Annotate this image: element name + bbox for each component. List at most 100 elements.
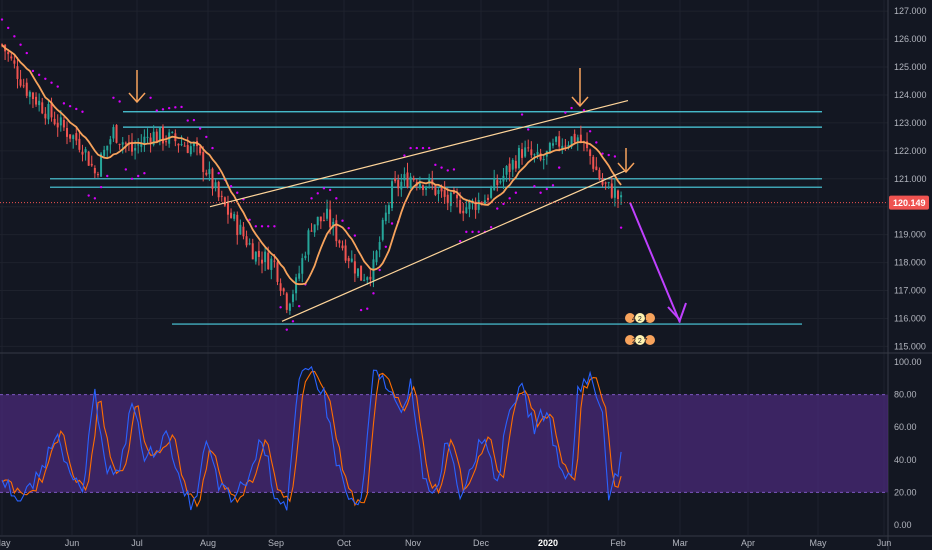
channel-upper-line[interactable] (209, 99, 629, 208)
sar-dot (347, 226, 350, 230)
badge-icon[interactable] (645, 313, 655, 323)
sar-dot (211, 146, 214, 150)
sar-dot (551, 184, 555, 187)
time-tick-label: 2020 (538, 538, 558, 548)
candle-body (239, 224, 242, 235)
price-tick-label: 125.000 (894, 62, 927, 72)
candle-body (440, 188, 443, 192)
sar-dot (106, 174, 109, 178)
sar-dot (471, 230, 474, 234)
candle-body (514, 160, 517, 169)
candle-body (434, 184, 437, 195)
oscillator-tick-label: 100.00 (894, 357, 922, 367)
sar-dot (124, 168, 128, 171)
candle-body (499, 181, 502, 183)
candle-body (567, 144, 570, 148)
candle-body (465, 207, 468, 214)
annotation-arrows[interactable] (128, 68, 687, 324)
candle-body (589, 149, 592, 157)
sar-dot (520, 113, 524, 116)
sar-dot (37, 73, 41, 77)
candle-body (171, 131, 174, 133)
candle-body (192, 143, 195, 147)
candle-body (391, 181, 394, 208)
sar-dot (341, 219, 344, 222)
price-axis[interactable]: 127.000 126.000 125.000 124.000 123.000 122.0… (894, 6, 927, 530)
rising-wedge-channel[interactable] (209, 99, 629, 322)
moving-average-line (1, 44, 622, 286)
badge-icon[interactable] (625, 313, 635, 323)
arrow-down-icon[interactable] (571, 96, 589, 108)
candle-body (517, 147, 520, 169)
candle-body (291, 294, 294, 302)
horizontal-levels[interactable] (50, 111, 822, 325)
time-axis[interactable]: May Jun Jul Aug Sep Oct Nov Dec 2020 Feb Mar Apr May… (0, 535, 932, 548)
sar-dot (180, 105, 183, 109)
sar-dot (143, 172, 146, 175)
candle-body (251, 243, 254, 260)
badge-icon[interactable] (625, 335, 635, 345)
candle-body (31, 92, 34, 100)
event-badges[interactable]: 4 2 1 2 2 7 (625, 313, 655, 345)
candle-body (13, 60, 16, 64)
badge-icon[interactable] (635, 335, 645, 345)
candle-body (248, 243, 251, 245)
candle-body (183, 145, 186, 147)
sar-dot (186, 119, 189, 122)
sar-dot (130, 177, 134, 180)
sar-dot (87, 194, 90, 197)
candle-body (394, 178, 397, 182)
arrow-down-icon[interactable] (128, 92, 146, 104)
candle-body (480, 202, 483, 204)
candle-body (607, 182, 610, 184)
sar-dot (452, 168, 456, 171)
last-price-label: 120.149 (893, 198, 926, 208)
candle-body (100, 153, 103, 177)
candle-body (223, 197, 226, 206)
sar-dot (155, 109, 158, 112)
badge-bottom-label: 2 2 7 (632, 338, 648, 345)
candle-body (548, 142, 551, 153)
oscillator-band-fill (0, 394, 888, 493)
projection-arrow-line[interactable] (629, 202, 681, 324)
candle-body (143, 136, 146, 145)
sar-dot (322, 187, 326, 190)
sar-dot (273, 225, 276, 228)
candle-body (397, 180, 400, 189)
candle-body (384, 212, 387, 222)
badge-icon[interactable] (635, 313, 645, 323)
candle-body (406, 172, 409, 188)
badge-top-label: 4 2 1 (632, 316, 648, 323)
time-tick-label: Nov (405, 538, 422, 548)
candle-body (103, 149, 106, 156)
projection-arrow-head[interactable] (667, 302, 687, 322)
candle-body (134, 148, 137, 151)
sar-dot (539, 191, 542, 194)
candle-body (527, 147, 530, 149)
oscillator-d-line (1, 370, 622, 508)
candle-body (66, 128, 69, 137)
sar-dot (508, 197, 511, 200)
sar-dot (25, 51, 28, 55)
price-tick-label: 124.000 (894, 90, 927, 100)
candle-body (50, 102, 53, 118)
sar-dot (465, 230, 468, 234)
arrow-down-icon[interactable] (617, 162, 635, 174)
sar-dot (260, 225, 264, 228)
candle-body (137, 144, 140, 146)
candle-body (363, 279, 366, 281)
candle-body (564, 145, 567, 147)
sar-dot (0, 18, 4, 21)
channel-lower-line[interactable] (281, 169, 627, 322)
badge-icon[interactable] (645, 335, 655, 345)
sar-dot (446, 169, 449, 172)
sar-dot (366, 307, 369, 310)
candle-body (298, 273, 301, 279)
sar-dot (75, 107, 78, 111)
oscillator-tick-label: 40.00 (894, 455, 917, 465)
candle-body (38, 100, 41, 106)
candle-body (521, 149, 524, 158)
sar-dot (99, 185, 103, 189)
candle-body (208, 169, 211, 175)
